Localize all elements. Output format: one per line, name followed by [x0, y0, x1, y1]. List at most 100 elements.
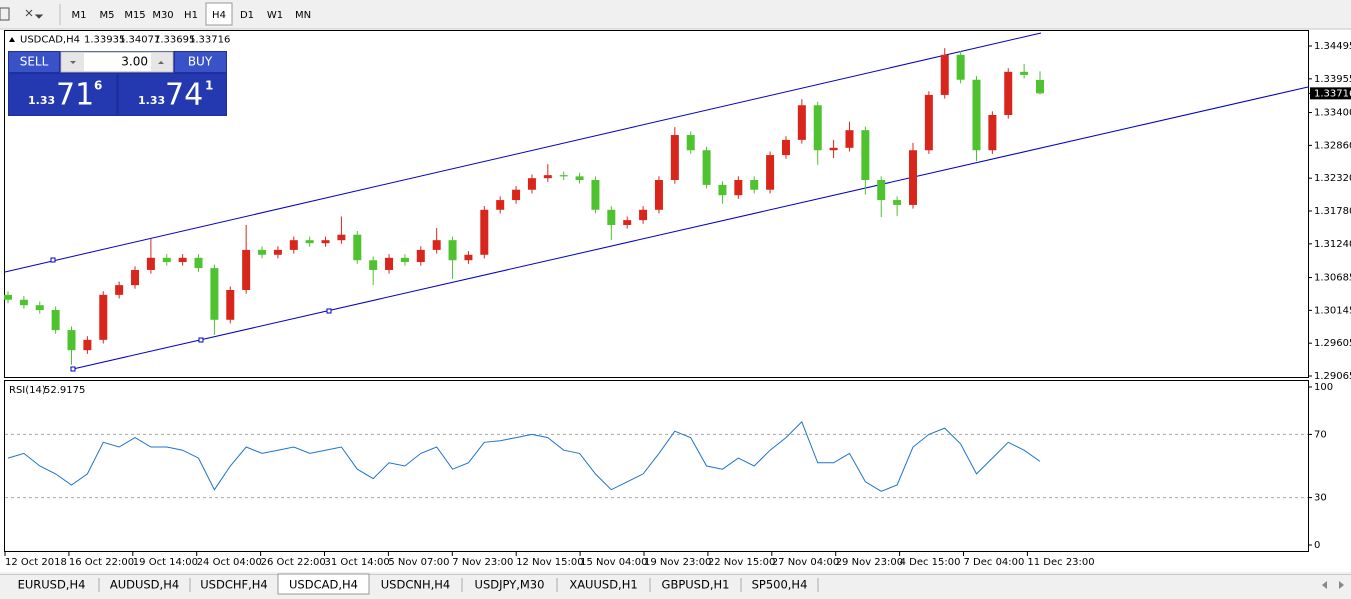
active-timeframe: [205, 2, 233, 26]
x-tick-label: 4 Dec 15:00: [900, 557, 961, 568]
rsi-tick-label: 100: [1314, 382, 1333, 393]
tool-icon[interactable]: [25, 9, 44, 19]
anchor[interactable]: [198, 337, 204, 343]
x-tick-label: 12 Nov 15:00: [516, 557, 583, 568]
y-tick-label: 1.29605: [1314, 338, 1351, 349]
trade-panel: SELL 3.00 BUY 1.33 71 6 1.33 74 1: [8, 51, 227, 116]
sell-price-box[interactable]: [9, 74, 116, 115]
timeframe-button[interactable]: H1: [184, 10, 198, 21]
tab[interactable]: USDCNH,H4: [381, 578, 450, 592]
buy-prefix: 1.33: [138, 94, 165, 107]
y-tick-label: 1.32320: [1314, 173, 1351, 184]
candle-body: [416, 249, 425, 263]
candle-body: [194, 257, 203, 269]
x-tick-label: 19 Oct 14:00: [133, 557, 198, 568]
candle-body: [940, 54, 949, 95]
tab[interactable]: SP500,H4: [752, 578, 808, 592]
sell-label[interactable]: SELL: [20, 55, 49, 69]
channel-line[interactable]: [72, 86, 1309, 370]
timeframe-button[interactable]: M30: [152, 10, 173, 21]
channel-line[interactable]: [4, 32, 1042, 273]
candle-body: [385, 257, 394, 270]
candle-body: [877, 180, 886, 201]
x-tick-label: 22 Nov 15:00: [708, 557, 775, 568]
anchor[interactable]: [50, 257, 56, 263]
candle-body: [178, 257, 187, 263]
candle-body: [210, 268, 219, 320]
tab-scroll[interactable]: [1322, 581, 1344, 589]
candle-body: [305, 240, 314, 244]
y-tick-label: 1.31780: [1314, 206, 1351, 217]
collapse-icon[interactable]: [9, 37, 15, 42]
candle-body: [988, 114, 997, 151]
timeframe-button[interactable]: M15: [124, 10, 145, 21]
timeframe-button[interactable]: D1: [240, 10, 254, 21]
ohlc-low: 1.33695: [154, 35, 195, 46]
candle-body: [1020, 71, 1029, 75]
timeframe-button[interactable]: H4: [212, 10, 226, 21]
candle-body: [99, 294, 108, 340]
tab[interactable]: AUDUSD,H4: [110, 578, 179, 592]
candle-body: [639, 209, 648, 221]
rsi-panel: [4, 380, 1309, 552]
candle-body: [829, 147, 838, 151]
candle-body: [575, 176, 584, 181]
candle-body: [766, 155, 775, 190]
timeframe-button[interactable]: MN: [295, 10, 311, 21]
lots-input[interactable]: [60, 51, 174, 73]
timeframe-button[interactable]: M1: [72, 10, 87, 21]
tab[interactable]: XAUUSD,H1: [569, 578, 637, 592]
y-tick-label: 1.30685: [1314, 273, 1351, 284]
tool-icon[interactable]: [0, 7, 10, 21]
candle-body: [591, 180, 600, 210]
rsi-tick-label: 70: [1314, 429, 1327, 440]
x-tick-label: 24 Oct 04:00: [197, 557, 262, 568]
x-tick-label: 15 Nov 04:00: [580, 557, 647, 568]
anchor[interactable]: [326, 308, 332, 314]
candle-body: [115, 285, 124, 295]
y-tick-label: 1.33955: [1314, 74, 1351, 85]
candle-body: [464, 254, 473, 261]
tab-bar: [0, 572, 1351, 599]
buy-big: 74: [165, 78, 203, 113]
tab[interactable]: EURUSD,H4: [18, 578, 86, 592]
lots-value[interactable]: 3.00: [121, 55, 148, 69]
sell-small: 6: [94, 79, 102, 93]
y-tick-label: 1.31240: [1314, 239, 1351, 250]
rsi-value: 52.9175: [44, 385, 85, 396]
candle-body: [861, 130, 870, 181]
tab[interactable]: USDCHF,H4: [200, 578, 267, 592]
candle-body: [893, 200, 902, 205]
rsi-tick-label: 30: [1314, 493, 1327, 504]
candle-body: [480, 209, 489, 255]
tab[interactable]: USDJPY,M30: [475, 578, 545, 592]
anchor[interactable]: [70, 366, 76, 372]
x-tick-label: 11 Dec 23:00: [1027, 557, 1094, 568]
y-tick-label: 1.32860: [1314, 140, 1351, 151]
candle-body: [527, 178, 536, 190]
candle-body: [924, 94, 933, 151]
sell-button[interactable]: [9, 52, 59, 72]
candle-body: [623, 220, 632, 225]
active-tab: [277, 573, 370, 595]
candle-body: [400, 257, 409, 263]
candle-body: [83, 339, 92, 351]
candle-body: [258, 249, 267, 255]
timeframe-button[interactable]: W1: [267, 10, 283, 21]
timeframe-button[interactable]: M5: [100, 10, 115, 21]
candle-body: [146, 257, 155, 270]
candle-body: [654, 180, 663, 210]
arrow: [158, 61, 164, 64]
candle-body: [1004, 71, 1013, 115]
candle-body: [781, 139, 790, 156]
y-tick-label: 1.30145: [1314, 305, 1351, 316]
tab[interactable]: GBPUSD,H1: [662, 578, 730, 592]
tab[interactable]: USDCAD,H4: [289, 578, 358, 592]
buy-label[interactable]: BUY: [188, 55, 213, 69]
candle-body: [369, 260, 378, 270]
y-tick-label: 1.29065: [1314, 371, 1351, 382]
x-tick-label: 19 Nov 23:00: [644, 557, 711, 568]
buy-price-box[interactable]: [119, 74, 226, 115]
buy-button[interactable]: [175, 52, 226, 72]
